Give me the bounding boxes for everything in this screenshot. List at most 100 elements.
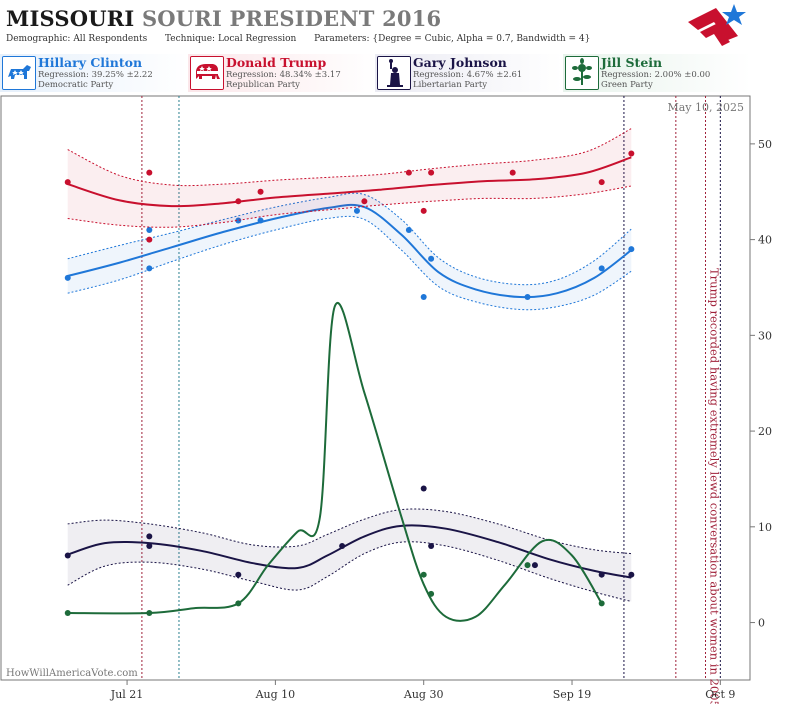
poll-point: [257, 188, 264, 195]
band-upper-line: [67, 508, 632, 555]
poll-point: [235, 571, 242, 578]
band-lower-line: [67, 185, 632, 228]
sunflower-icon: [565, 56, 599, 90]
poll-point: [598, 265, 605, 272]
band-lower-line: [67, 541, 632, 602]
candidate-name: Gary Johnson: [413, 55, 507, 70]
confidence-band: [67, 128, 632, 228]
y-tick-label: 20: [758, 425, 772, 438]
poll-point: [146, 533, 153, 540]
y-tick-label: 50: [758, 138, 772, 151]
candidate-name: Hillary Clinton: [38, 55, 143, 70]
candidate-party: Libertarian Party: [413, 80, 488, 90]
poll-point: [257, 217, 264, 224]
poll-point: [428, 590, 435, 597]
legend-stein[interactable]: Jill Stein Regression: 2.00% ±0.00 Green…: [563, 54, 751, 92]
poll-point: [509, 169, 516, 176]
x-tick-label: Sep 19: [553, 688, 592, 701]
candidate-party: Democratic Party: [38, 80, 114, 90]
y-tick-label: 30: [758, 329, 772, 342]
elephant-icon: [190, 56, 224, 90]
trend-line: [67, 156, 632, 208]
technique-value: Local Regression: [217, 34, 297, 44]
confidence-band: [67, 193, 632, 310]
candidate-regression: Regression: 39.25% ±2.22: [38, 70, 153, 80]
legend-johnson[interactable]: Gary Johnson Regression: 4.67% ±2.61 Lib…: [375, 54, 563, 92]
x-tick-label: Jul 21: [110, 688, 144, 701]
series-gary-johnson: [64, 485, 635, 602]
demographic-value: All Respondents: [73, 34, 148, 44]
poll-point: [235, 217, 242, 224]
poll-point: [64, 179, 71, 186]
y-tick-label: 40: [758, 234, 772, 247]
confidence-band: [67, 508, 632, 602]
poll-point: [420, 294, 427, 301]
poll-point: [531, 562, 538, 569]
poll-point: [405, 227, 412, 234]
candidate-legend: Hillary Clinton Regression: 39.25% ±2.22…: [0, 54, 789, 94]
poll-point: [420, 485, 427, 492]
poll-point: [339, 542, 346, 549]
poll-point: [64, 552, 71, 559]
poll-point: [428, 255, 435, 262]
poll-point: [146, 169, 153, 176]
technique-label: Technique:: [165, 34, 216, 44]
poll-point: [235, 600, 242, 607]
current-date-label: May 10, 2025: [667, 101, 744, 114]
poll-point: [628, 150, 635, 157]
poll-point: [428, 169, 435, 176]
watermark: HowWillAmericaVote.com: [6, 668, 138, 679]
poll-point: [361, 198, 368, 205]
trend-line: [67, 203, 632, 299]
poll-point: [420, 571, 427, 578]
candidate-regression: Regression: 4.67% ±2.61: [413, 70, 523, 80]
legend-clinton[interactable]: Hillary Clinton Regression: 39.25% ±2.22…: [0, 54, 188, 92]
poll-point: [146, 609, 153, 616]
title-rest: SOURI PRESIDENT 2016: [141, 6, 442, 31]
poll-point: [428, 542, 435, 549]
liberty-statue-icon: [377, 56, 411, 90]
poll-point: [235, 198, 242, 205]
title-state: MISSOURI: [6, 6, 135, 31]
candidate-party: Green Party: [601, 80, 653, 90]
trend-line: [67, 302, 603, 622]
band-lower-line: [67, 215, 632, 311]
poll-point: [405, 169, 412, 176]
page-title: MISSOURI SOURI PRESIDENT 2016: [6, 6, 441, 31]
band-upper-line: [67, 128, 632, 187]
x-tick-label: Oct 9: [705, 688, 735, 701]
series-donald-trump: [64, 128, 635, 243]
poll-point: [598, 571, 605, 578]
star-flag-logo-icon[interactable]: [686, 2, 748, 50]
parameters-value: {Degree = Cubic, Alpha = 0.7, Bandwidth …: [372, 34, 591, 44]
poll-point: [628, 571, 635, 578]
trend-line: [67, 524, 632, 579]
donkey-icon: [2, 56, 36, 90]
series-jill-stein: [64, 302, 605, 622]
parameters-line: Demographic: All Respondents Technique: …: [6, 34, 590, 44]
poll-point: [146, 542, 153, 549]
series-hillary-clinton: [64, 192, 635, 311]
poll-point: [420, 207, 427, 214]
poll-point: [353, 207, 360, 214]
y-tick-label: 0: [758, 617, 765, 630]
poll-point: [146, 236, 153, 243]
candidate-name: Jill Stein: [601, 55, 663, 70]
y-tick-label: 10: [758, 521, 772, 534]
poll-point: [524, 562, 531, 569]
x-tick-label: Aug 10: [255, 688, 296, 701]
poll-point: [146, 265, 153, 272]
poll-point: [64, 274, 71, 281]
header: MISSOURI SOURI PRESIDENT 2016 Demographi…: [0, 0, 789, 52]
poll-point: [598, 600, 605, 607]
legend-trump[interactable]: Donald Trump Regression: 48.34% ±3.17 Re…: [188, 54, 376, 92]
demographic-label: Demographic:: [6, 34, 71, 44]
event-annotation: Trump recorded having extremely lewd con…: [708, 268, 722, 704]
poll-point: [146, 227, 153, 234]
poll-point: [64, 609, 71, 616]
candidate-party: Republican Party: [226, 80, 300, 90]
x-tick-label: Aug 30: [403, 688, 444, 701]
poll-point: [524, 294, 531, 301]
plot-frame: [0, 95, 751, 681]
